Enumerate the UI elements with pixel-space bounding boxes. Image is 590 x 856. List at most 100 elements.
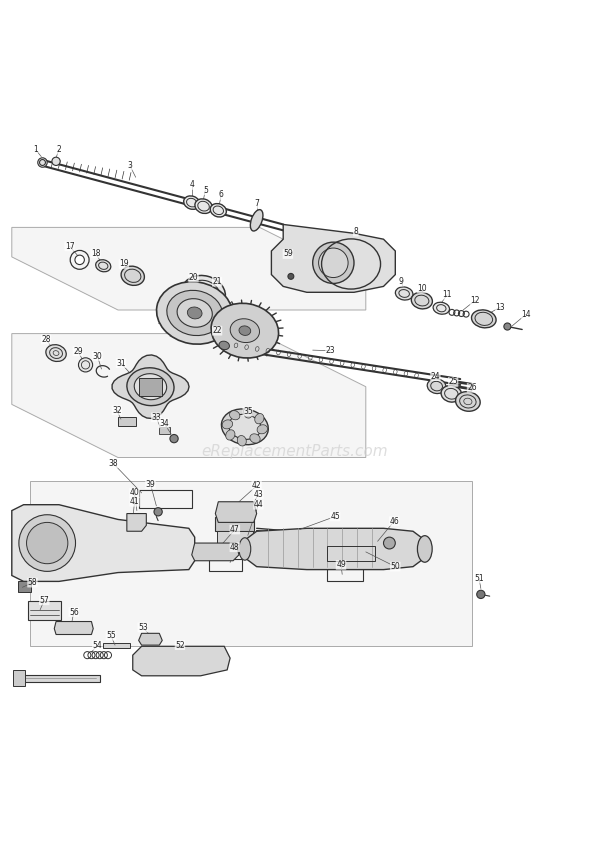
Bar: [327, 546, 375, 561]
Ellipse shape: [183, 196, 200, 210]
Ellipse shape: [411, 292, 432, 309]
Bar: [18, 581, 31, 592]
Text: 25: 25: [448, 377, 458, 386]
Text: 18: 18: [91, 249, 100, 258]
Text: 41: 41: [130, 497, 139, 506]
Bar: [13, 670, 25, 687]
Bar: [15, 675, 100, 681]
Text: 44: 44: [254, 500, 263, 509]
Ellipse shape: [221, 409, 268, 445]
Circle shape: [477, 591, 485, 598]
Text: 51: 51: [474, 574, 484, 583]
Text: 50: 50: [391, 562, 400, 571]
Ellipse shape: [219, 342, 230, 349]
Text: 21: 21: [212, 277, 222, 286]
Bar: [139, 490, 192, 508]
Ellipse shape: [418, 536, 432, 562]
Polygon shape: [127, 514, 146, 532]
Circle shape: [52, 158, 60, 165]
Text: 1: 1: [33, 145, 38, 154]
Ellipse shape: [156, 282, 233, 344]
Ellipse shape: [46, 345, 66, 361]
Text: 17: 17: [65, 241, 74, 251]
Bar: [129, 522, 140, 538]
Ellipse shape: [96, 259, 111, 272]
Text: 12: 12: [470, 296, 480, 305]
Polygon shape: [139, 633, 162, 645]
Ellipse shape: [182, 276, 225, 312]
Text: 47: 47: [230, 525, 240, 534]
Polygon shape: [12, 505, 195, 581]
Text: 11: 11: [442, 290, 452, 299]
Text: 19: 19: [119, 259, 129, 269]
Bar: [209, 559, 242, 571]
Circle shape: [170, 435, 178, 443]
Ellipse shape: [427, 378, 446, 394]
Text: eReplacementParts.com: eReplacementParts.com: [202, 444, 388, 459]
Ellipse shape: [167, 290, 222, 336]
Ellipse shape: [230, 411, 240, 419]
Text: 34: 34: [159, 419, 169, 428]
Polygon shape: [139, 377, 162, 395]
Text: 40: 40: [130, 489, 139, 497]
Text: 48: 48: [230, 543, 240, 551]
Ellipse shape: [471, 310, 496, 328]
Ellipse shape: [229, 414, 261, 439]
Ellipse shape: [455, 392, 480, 411]
Text: 38: 38: [109, 459, 118, 468]
Ellipse shape: [250, 434, 260, 443]
Text: 33: 33: [152, 413, 161, 422]
Ellipse shape: [188, 307, 202, 319]
Text: 24: 24: [431, 372, 440, 381]
Polygon shape: [12, 228, 366, 310]
Circle shape: [319, 248, 348, 277]
Ellipse shape: [142, 379, 159, 394]
Text: 29: 29: [73, 347, 83, 356]
Bar: [327, 568, 363, 581]
Ellipse shape: [257, 425, 267, 434]
Ellipse shape: [255, 413, 264, 424]
Text: 59: 59: [283, 249, 293, 259]
Ellipse shape: [121, 266, 145, 285]
Text: 52: 52: [175, 640, 185, 650]
Circle shape: [313, 242, 354, 283]
Ellipse shape: [127, 368, 174, 406]
Polygon shape: [30, 481, 472, 646]
Ellipse shape: [237, 436, 246, 446]
Circle shape: [38, 158, 47, 167]
Text: 26: 26: [467, 383, 477, 392]
Text: 31: 31: [116, 359, 126, 367]
Text: 54: 54: [93, 640, 102, 650]
Ellipse shape: [222, 419, 232, 429]
Polygon shape: [112, 355, 189, 419]
Ellipse shape: [195, 199, 212, 213]
Circle shape: [504, 323, 511, 330]
Ellipse shape: [239, 326, 251, 336]
Ellipse shape: [244, 407, 253, 418]
Ellipse shape: [239, 538, 251, 560]
Circle shape: [75, 255, 84, 265]
Text: 32: 32: [112, 406, 122, 415]
Circle shape: [229, 505, 243, 519]
Text: 14: 14: [522, 310, 531, 318]
Ellipse shape: [210, 204, 227, 217]
Text: 58: 58: [28, 578, 37, 587]
Polygon shape: [54, 621, 93, 634]
Text: 39: 39: [146, 479, 155, 489]
Text: 20: 20: [189, 273, 198, 282]
Text: 53: 53: [138, 623, 148, 632]
Text: 49: 49: [336, 561, 346, 569]
Bar: [215, 516, 254, 532]
Polygon shape: [12, 334, 366, 457]
Text: 43: 43: [254, 490, 263, 498]
Text: 28: 28: [41, 335, 51, 344]
Text: 23: 23: [326, 346, 335, 355]
Ellipse shape: [433, 302, 450, 314]
Bar: [118, 418, 136, 426]
Circle shape: [27, 522, 68, 564]
Text: 4: 4: [189, 181, 194, 189]
Ellipse shape: [177, 299, 212, 327]
Text: 5: 5: [203, 186, 208, 194]
Text: 35: 35: [243, 407, 253, 416]
Circle shape: [19, 514, 76, 571]
